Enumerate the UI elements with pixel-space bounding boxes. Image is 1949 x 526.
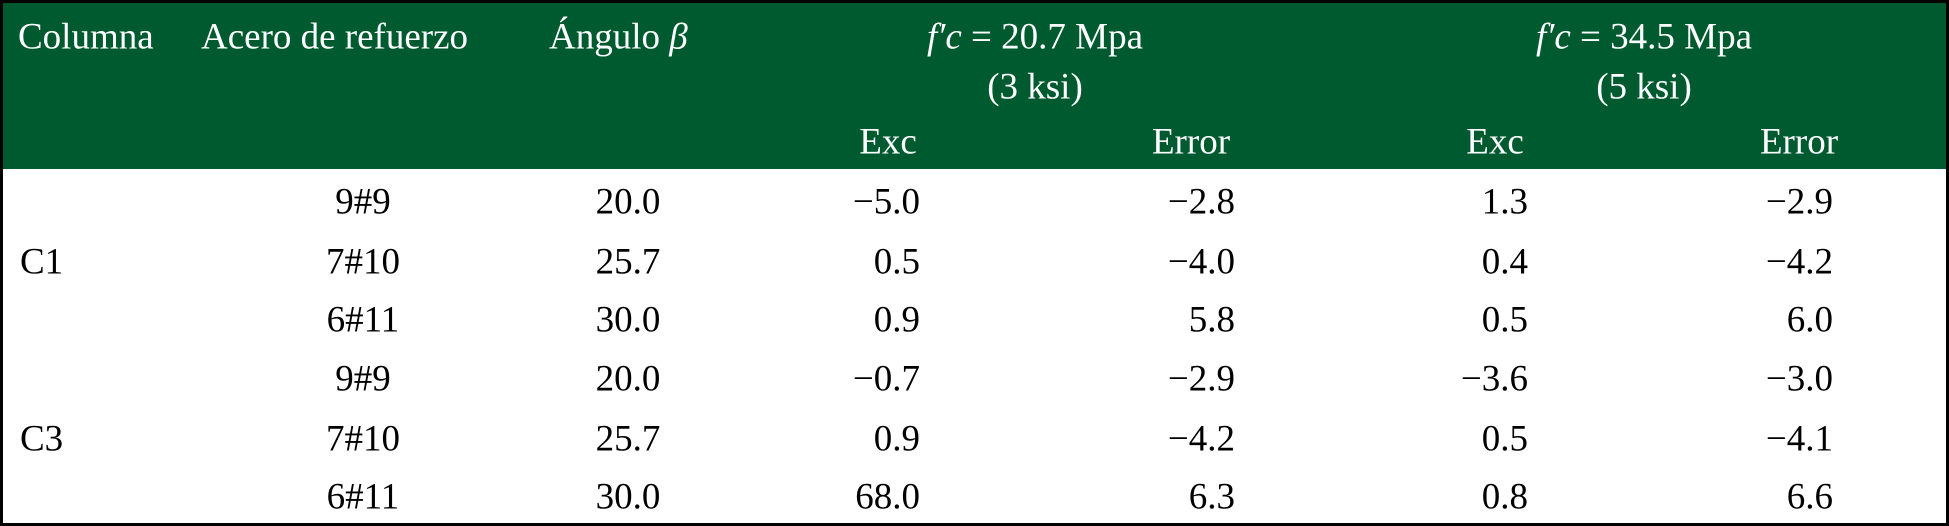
cell: −2.9 <box>1765 181 1833 223</box>
cell: −5.0 <box>852 181 920 223</box>
cell: −2.9 <box>1167 358 1235 400</box>
cell: 9#9 <box>335 358 391 400</box>
cell: 0.5 <box>1481 299 1528 341</box>
group-header: f′c = 20.7 Mpa <box>927 19 1143 56</box>
cell: −3.0 <box>1765 358 1833 400</box>
header-cell: Columna <box>18 16 154 58</box>
cell: 5.8 <box>1188 299 1235 341</box>
cell: 6.3 <box>1188 476 1235 518</box>
cell: 0.8 <box>1481 476 1528 518</box>
cell: 6#11 <box>326 299 400 341</box>
cell: −4.2 <box>1765 241 1833 283</box>
header-text: = 34.5 Mpa <box>1580 16 1752 58</box>
cell: 25.7 <box>595 241 661 283</box>
cell: 7#10 <box>326 241 400 283</box>
header-symbol: f′c <box>1536 16 1571 58</box>
cell: −4.2 <box>1167 418 1235 460</box>
cell: 30.0 <box>595 476 661 518</box>
cell: 68.0 <box>855 476 920 518</box>
column-label: C3 <box>20 418 64 460</box>
cell: 0.5 <box>1481 418 1528 460</box>
cell: 9#9 <box>335 181 391 223</box>
group-units: (3 ksi) <box>987 66 1083 108</box>
cell: 0.5 <box>873 241 920 283</box>
cell: 7#10 <box>326 418 400 460</box>
group-header: f′c = 34.5 Mpa <box>1536 19 1752 56</box>
header-cell: Acero de refuerzo <box>201 16 469 58</box>
cell: −4.1 <box>1765 418 1833 460</box>
cell: −3.6 <box>1460 358 1528 400</box>
cell: 20.0 <box>595 358 661 400</box>
cell: 20.0 <box>595 181 661 223</box>
cell: 0.9 <box>873 418 920 460</box>
cell: 30.0 <box>595 299 661 341</box>
cell: 25.7 <box>595 418 661 460</box>
header-symbol: f′c <box>927 16 962 58</box>
header-text: Ángulo <box>549 16 660 58</box>
cell: 0.9 <box>873 299 920 341</box>
cell: 1.3 <box>1481 181 1528 223</box>
group-units: (5 ksi) <box>1596 66 1692 108</box>
cell: 6#11 <box>326 476 400 518</box>
sub-header: Error <box>1759 121 1839 163</box>
cell: 0.4 <box>1481 241 1528 283</box>
header-cell: Ángulo β <box>549 19 688 56</box>
sub-header: Error <box>1151 121 1231 163</box>
column-label: C1 <box>20 241 64 283</box>
sub-header: Exc <box>1466 121 1524 163</box>
sub-header: Exc <box>859 121 917 163</box>
table-header <box>3 3 1946 169</box>
header-symbol: β <box>669 16 688 58</box>
cell: −4.0 <box>1167 241 1235 283</box>
cell: 6.0 <box>1786 299 1833 341</box>
cell: −0.7 <box>852 358 920 400</box>
cell: 6.6 <box>1786 476 1833 518</box>
cell: −2.8 <box>1167 181 1235 223</box>
header-text: = 20.7 Mpa <box>971 16 1143 58</box>
